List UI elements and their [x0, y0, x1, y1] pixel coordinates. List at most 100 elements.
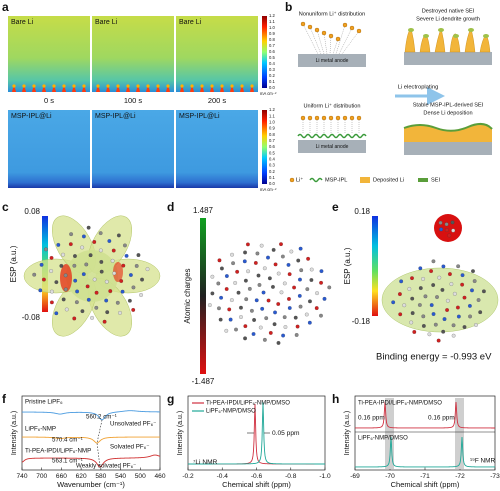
atom	[73, 278, 78, 283]
atom	[98, 231, 103, 236]
atom	[266, 298, 271, 303]
atom	[294, 333, 299, 337]
atom	[86, 297, 91, 302]
anode	[298, 54, 366, 67]
atom	[112, 271, 117, 276]
label: Dense Li deposition	[423, 110, 472, 116]
colorbar-tick: 0.1	[269, 175, 275, 180]
flux-line	[316, 29, 325, 55]
atom	[246, 269, 250, 274]
atom	[254, 298, 259, 303]
atom	[94, 305, 99, 310]
atom	[242, 259, 247, 264]
esp-negative	[113, 262, 123, 282]
colorbar-tick: 0.2	[269, 169, 275, 174]
atom	[81, 272, 86, 277]
legend-sei	[418, 178, 428, 182]
atom	[231, 261, 235, 266]
dendrite	[210, 87, 214, 92]
hotspot	[230, 84, 234, 88]
dendrite	[116, 87, 120, 92]
esp-core	[66, 250, 118, 302]
atom	[102, 319, 107, 324]
spectrum	[355, 401, 495, 429]
hotspot	[82, 84, 86, 88]
atom	[131, 308, 136, 312]
x-tick-label: 700	[36, 473, 47, 480]
broken-sei	[438, 28, 444, 32]
peak-label: 570.4 cm⁻¹	[52, 437, 83, 444]
atom	[268, 331, 273, 335]
atom	[235, 269, 240, 274]
atom	[99, 269, 104, 274]
atom	[38, 288, 43, 293]
atom	[441, 329, 446, 334]
atom	[315, 291, 319, 296]
x-axis-label: Wavenumber (cm⁻¹)	[57, 480, 125, 489]
shift-label: 0.16 ppm	[428, 415, 455, 422]
trace	[22, 410, 161, 421]
atom	[98, 248, 103, 253]
atom	[298, 304, 303, 309]
atom	[421, 324, 426, 328]
atom	[462, 295, 467, 300]
colorbar-tick: 0.7	[269, 138, 275, 143]
hotspot	[12, 84, 16, 88]
hotspot	[116, 84, 120, 88]
hotspot	[210, 84, 214, 88]
x-tick-label: -70	[385, 473, 395, 480]
panel-label: b	[285, 0, 292, 14]
simulation-image	[8, 110, 90, 188]
atom	[295, 324, 300, 329]
colorbar-tick: 0.3	[269, 67, 275, 72]
x-tick-label: -71	[420, 473, 430, 480]
atom	[80, 245, 85, 250]
li-ion	[321, 115, 327, 121]
atom	[224, 287, 229, 291]
atom	[281, 333, 286, 338]
simulation-image	[92, 110, 174, 188]
atom	[262, 337, 267, 342]
flux-line	[332, 38, 339, 55]
atom	[409, 320, 414, 325]
flux-line	[329, 35, 332, 55]
anode	[404, 52, 492, 65]
atom	[298, 277, 302, 282]
spectrum	[355, 436, 495, 468]
anode	[404, 142, 492, 155]
label: 0.18	[354, 207, 370, 216]
atom	[442, 317, 447, 321]
atom	[438, 220, 443, 225]
li-ion	[342, 115, 348, 121]
x-tick-label: 660	[56, 473, 67, 480]
atom	[262, 266, 267, 271]
dendrite	[220, 87, 224, 92]
label: Li metal anode	[316, 144, 349, 150]
atom	[74, 300, 79, 305]
atom	[236, 290, 241, 295]
atom	[431, 283, 436, 287]
image-title: Bare Li	[95, 19, 118, 26]
label: -1.487	[192, 377, 215, 386]
label: Uniform Li⁺ distribution	[303, 102, 360, 109]
atom	[247, 286, 252, 291]
label: 0.08	[24, 207, 40, 216]
atom	[63, 273, 68, 278]
li-ion	[307, 24, 313, 30]
atom	[110, 258, 115, 263]
atom	[476, 298, 481, 302]
atom	[261, 290, 266, 295]
label: Li⁺	[296, 176, 303, 183]
simulation-image	[176, 16, 258, 92]
hotspot	[22, 84, 26, 88]
atom	[123, 243, 127, 248]
x-tick-label: -69	[350, 473, 360, 480]
label: Severe Li dendrite growth	[416, 16, 480, 22]
atom	[271, 247, 276, 252]
atom	[210, 291, 215, 296]
atom	[417, 303, 422, 307]
atom	[402, 303, 407, 308]
image-title: MSP-IPL@Li	[11, 113, 52, 120]
atom	[49, 269, 54, 273]
